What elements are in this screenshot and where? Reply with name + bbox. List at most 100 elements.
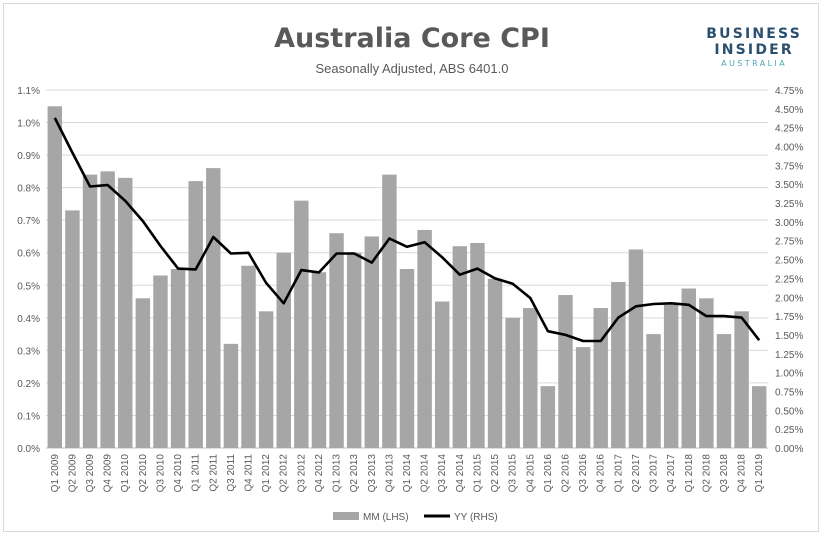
bar bbox=[241, 265, 256, 448]
x-axis-tick-label: Q4 2013 bbox=[384, 454, 395, 493]
x-axis-tick-label: Q4 2017 bbox=[666, 454, 677, 493]
bar bbox=[734, 311, 749, 448]
left-axis-tick-label: 0.4% bbox=[17, 314, 40, 325]
right-axis-tick-label: 1.25% bbox=[775, 350, 803, 361]
left-axis-tick-label: 0.8% bbox=[17, 184, 40, 195]
bar bbox=[382, 174, 397, 449]
x-axis-tick-label: Q2 2013 bbox=[349, 454, 360, 493]
bar bbox=[170, 269, 186, 448]
bar bbox=[699, 298, 714, 448]
x-axis-tick-label: Q4 2012 bbox=[314, 454, 325, 493]
bar bbox=[329, 233, 344, 448]
x-axis-tick-label: Q1 2018 bbox=[684, 454, 695, 493]
x-axis-tick-label: Q2 2012 bbox=[279, 454, 290, 493]
bar bbox=[47, 106, 63, 448]
bar bbox=[681, 288, 696, 448]
x-axis-tick-label: Q3 2013 bbox=[367, 454, 378, 493]
left-axis-tick-label: 1.1% bbox=[17, 86, 40, 97]
x-axis-tick-label: Q3 2016 bbox=[578, 454, 589, 493]
bar bbox=[118, 177, 133, 448]
bar bbox=[276, 252, 291, 448]
x-axis-tick-label: Q1 2016 bbox=[543, 454, 554, 493]
bar bbox=[223, 343, 239, 448]
bar bbox=[153, 275, 168, 448]
bar bbox=[751, 386, 767, 448]
x-axis-tick-label: Q3 2014 bbox=[437, 454, 448, 493]
bar bbox=[523, 308, 538, 448]
x-axis-tick-label: Q1 2013 bbox=[332, 454, 343, 493]
x-axis-tick-label: Q2 2016 bbox=[560, 454, 571, 493]
bar bbox=[65, 210, 80, 448]
left-axis-tick-label: 0.1% bbox=[17, 411, 40, 422]
bar bbox=[434, 301, 450, 448]
bar bbox=[628, 249, 644, 448]
bar bbox=[294, 200, 309, 448]
legend-label-yy: YY (RHS) bbox=[454, 512, 498, 523]
bar bbox=[135, 298, 151, 448]
bar bbox=[716, 334, 732, 448]
bar bbox=[364, 236, 380, 448]
x-axis-tick-label: Q3 2017 bbox=[649, 454, 660, 493]
left-axis-tick-label: 0.9% bbox=[17, 151, 40, 162]
left-axis-tick-label: 0.3% bbox=[17, 346, 40, 357]
x-axis-tick-label: Q2 2011 bbox=[208, 454, 219, 492]
x-axis-tick-label: Q3 2010 bbox=[155, 454, 166, 493]
bar bbox=[346, 252, 362, 448]
x-axis-tick-label: Q1 2014 bbox=[402, 454, 413, 493]
bar bbox=[593, 308, 608, 448]
left-axis-tick-label: 0.2% bbox=[17, 379, 40, 390]
bar-series bbox=[47, 106, 767, 449]
x-axis-tick-label: Q3 2018 bbox=[719, 454, 730, 493]
logo-line-3: AUSTRALIA bbox=[721, 59, 788, 68]
yy-line bbox=[53, 117, 761, 343]
chart-title: Australia Core CPI bbox=[274, 23, 550, 54]
right-axis-tick-label: 4.00% bbox=[775, 143, 803, 154]
x-axis-tick-label: Q1 2011 bbox=[191, 454, 202, 492]
bar bbox=[575, 347, 591, 448]
x-axis-tick-label: Q1 2010 bbox=[120, 454, 131, 493]
x-axis-tick-label: Q2 2018 bbox=[701, 454, 712, 493]
x-axis-tick-label: Q1 2009 bbox=[50, 454, 61, 493]
right-axis-tick-label: 2.75% bbox=[775, 237, 803, 248]
x-axis-tick-label: Q2 2015 bbox=[490, 454, 501, 493]
right-axis-tick-label: 4.50% bbox=[775, 105, 803, 116]
right-axis-tick-label: 4.25% bbox=[775, 124, 803, 135]
bar bbox=[452, 246, 468, 448]
x-axis-tick-label: Q2 2017 bbox=[631, 454, 642, 493]
chart-frame bbox=[3, 3, 819, 532]
bar bbox=[188, 181, 203, 449]
x-axis-tick-label: Q3 2012 bbox=[296, 454, 307, 493]
x-axis-tick-label: Q4 2010 bbox=[173, 454, 184, 493]
right-axis-tick-label: 3.25% bbox=[775, 199, 803, 210]
line-series bbox=[53, 117, 761, 343]
legend-swatch-bar bbox=[333, 512, 359, 520]
right-axis-tick-label: 1.00% bbox=[775, 369, 803, 380]
x-axis-tick-label: Q1 2012 bbox=[261, 454, 272, 493]
right-axis-tick-label: 1.50% bbox=[775, 331, 803, 342]
bar bbox=[470, 242, 485, 448]
bar bbox=[611, 282, 626, 448]
left-axis-tick-label: 1.0% bbox=[17, 119, 40, 130]
x-axis-ticks: Q1 2009 Q2 2009 Q3 2009 Q4 2009 Q1 2010 Q2 20… bbox=[50, 454, 765, 493]
bar bbox=[487, 278, 503, 448]
x-axis-tick-label: Q4 2016 bbox=[596, 454, 607, 493]
chart-subtitle: Seasonally Adjusted, ABS 6401.0 bbox=[316, 61, 509, 76]
right-axis-tick-label: 0.50% bbox=[775, 406, 803, 417]
right-axis-tick-label: 3.50% bbox=[775, 180, 803, 191]
bar bbox=[540, 386, 556, 448]
bar bbox=[258, 311, 274, 448]
bar bbox=[206, 168, 221, 449]
right-axis-tick-label: 0.75% bbox=[775, 387, 803, 398]
logo-line-2: INSIDER bbox=[714, 42, 794, 58]
right-axis-tick-label: 2.25% bbox=[775, 274, 803, 285]
right-axis-tick-label: 2.50% bbox=[775, 256, 803, 267]
left-axis-tick-label: 0.6% bbox=[17, 249, 40, 260]
left-axis-tick-label: 0.7% bbox=[17, 216, 40, 227]
right-axis-tick-label: 0.00% bbox=[775, 444, 803, 455]
bar bbox=[505, 317, 520, 448]
right-axis-tick-label: 1.75% bbox=[775, 312, 803, 323]
x-axis-tick-label: Q1 2019 bbox=[754, 454, 765, 493]
right-axis-tick-label: 2.00% bbox=[775, 293, 803, 304]
legend-label-mm: MM (LHS) bbox=[363, 512, 409, 523]
